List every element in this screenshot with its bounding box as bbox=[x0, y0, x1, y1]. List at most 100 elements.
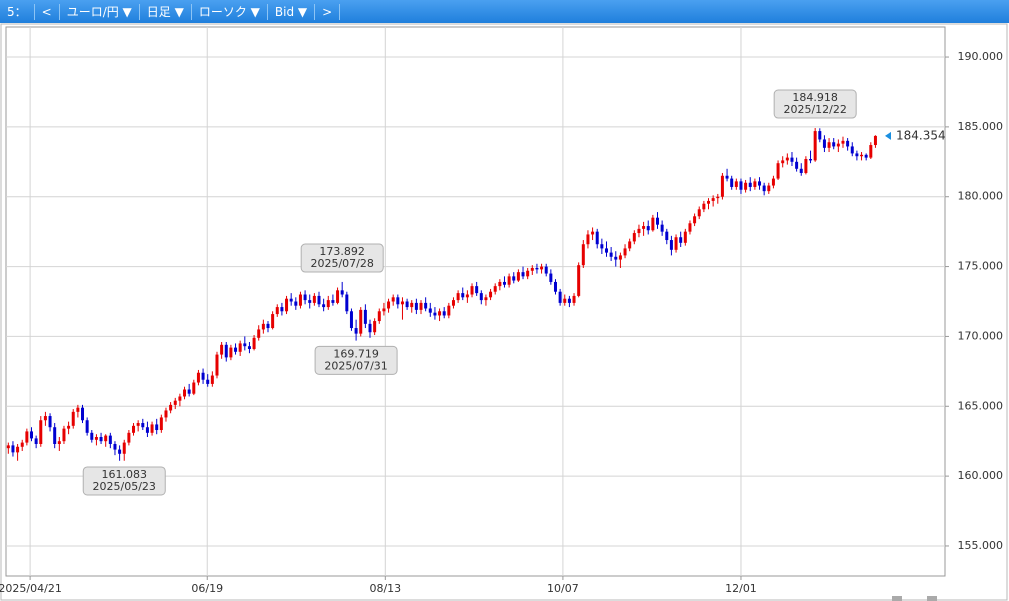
candle-body bbox=[247, 346, 251, 349]
candle-body bbox=[799, 168, 803, 173]
candle-body bbox=[285, 298, 289, 312]
candle-body bbox=[693, 216, 697, 224]
candle-body bbox=[11, 445, 15, 453]
candle-body bbox=[289, 298, 293, 302]
candle-body bbox=[405, 301, 409, 308]
candle-body bbox=[169, 404, 173, 411]
candle-body bbox=[502, 281, 506, 285]
candle-body bbox=[790, 157, 794, 162]
candle-body bbox=[99, 437, 103, 442]
candle-body bbox=[739, 181, 743, 190]
candle-body bbox=[572, 295, 576, 303]
candle-body bbox=[595, 231, 599, 245]
candle-body bbox=[600, 244, 604, 249]
candle-body bbox=[748, 182, 752, 187]
x-tick-label: 08/13 bbox=[369, 582, 401, 595]
candle-body bbox=[104, 435, 108, 442]
y-tick-label: 160.000 bbox=[958, 469, 1004, 482]
candle-body bbox=[832, 142, 836, 147]
candle-body bbox=[164, 410, 168, 418]
candle-body bbox=[688, 223, 692, 232]
annotation-box bbox=[773, 89, 857, 119]
candle-body bbox=[257, 329, 261, 338]
candle-body bbox=[178, 396, 182, 401]
candle-body bbox=[266, 323, 270, 329]
candle-body bbox=[25, 431, 29, 443]
x-tick-label: 10/07 bbox=[547, 582, 579, 595]
candle-body bbox=[317, 295, 321, 305]
candle-body bbox=[864, 154, 868, 158]
candle-body bbox=[391, 297, 395, 302]
candle-body bbox=[252, 337, 256, 349]
candle-body bbox=[76, 407, 80, 412]
candle-body bbox=[132, 425, 136, 433]
y-tick-label: 180.000 bbox=[958, 190, 1004, 203]
toolbar-button[interactable]: ローソク ▼ bbox=[192, 3, 268, 20]
candle-body bbox=[377, 311, 381, 322]
candle-body bbox=[744, 182, 748, 190]
candle-body bbox=[516, 272, 520, 281]
candle-body bbox=[238, 343, 242, 352]
candle-body bbox=[456, 293, 460, 301]
annotation-value: 161.083 bbox=[101, 468, 147, 481]
candle-body bbox=[558, 291, 562, 303]
candle-body bbox=[623, 248, 627, 256]
annotation-value: 184.918 bbox=[792, 91, 838, 104]
candle-body bbox=[563, 298, 567, 303]
candle-body bbox=[224, 344, 228, 358]
candle-body bbox=[758, 181, 762, 186]
candle-body bbox=[804, 159, 808, 173]
candle-body bbox=[679, 237, 683, 243]
toolbar-button[interactable]: Bid ▼ bbox=[268, 3, 316, 20]
candle-body bbox=[118, 449, 122, 454]
candle-body bbox=[243, 343, 247, 347]
candle-body bbox=[359, 309, 363, 334]
candle-body bbox=[660, 224, 664, 232]
candle-body bbox=[544, 266, 548, 274]
candle-body bbox=[604, 248, 608, 253]
candle-body bbox=[771, 178, 775, 186]
candle-body bbox=[43, 416, 47, 421]
candle-body bbox=[512, 276, 516, 281]
candle-body bbox=[493, 286, 497, 292]
scroll-handle[interactable] bbox=[927, 596, 937, 601]
toolbar-button[interactable]: 5： bbox=[0, 3, 35, 20]
toolbar-button[interactable]: > bbox=[315, 3, 341, 20]
candle-body bbox=[818, 131, 822, 140]
annotation-date: 2025/05/23 bbox=[93, 480, 156, 493]
toolbar-button[interactable]: ユーロ/円 ▼ bbox=[60, 3, 140, 20]
candle-body bbox=[442, 311, 446, 316]
candle-body bbox=[201, 372, 205, 380]
scroll-handle[interactable] bbox=[892, 596, 902, 601]
candle-body bbox=[400, 301, 404, 305]
candle-body bbox=[53, 427, 57, 444]
candle-body bbox=[113, 443, 117, 450]
candle-body bbox=[136, 423, 140, 426]
toolbar-button[interactable]: < bbox=[35, 3, 60, 20]
candle-body bbox=[363, 309, 367, 324]
candle-body bbox=[438, 311, 442, 316]
candle-body bbox=[577, 265, 581, 296]
candle-body bbox=[229, 347, 233, 358]
candle-body bbox=[614, 256, 618, 260]
candle-body bbox=[155, 424, 159, 431]
candle-body bbox=[261, 323, 265, 330]
candle-body bbox=[336, 290, 340, 303]
candle-body bbox=[526, 270, 530, 277]
last-price-marker bbox=[885, 131, 891, 140]
candle-body bbox=[85, 420, 89, 433]
candle-body bbox=[720, 175, 724, 197]
toolbar-button[interactable]: 日足 ▼ bbox=[140, 3, 192, 20]
candle-body bbox=[683, 231, 687, 243]
candle-body bbox=[173, 400, 177, 405]
chart: 155.000 160.000 165.000 170.000 175.000 180.0… bbox=[0, 23, 1008, 601]
candle-body bbox=[340, 290, 344, 295]
candle-body bbox=[90, 432, 94, 440]
candle-body bbox=[414, 302, 418, 310]
candle-body bbox=[67, 425, 71, 429]
candle-body bbox=[210, 375, 214, 384]
candle-body bbox=[762, 185, 766, 192]
candle-body bbox=[382, 308, 386, 312]
x-tick-label: 12/01 bbox=[725, 582, 757, 595]
annotation-box bbox=[314, 345, 398, 375]
